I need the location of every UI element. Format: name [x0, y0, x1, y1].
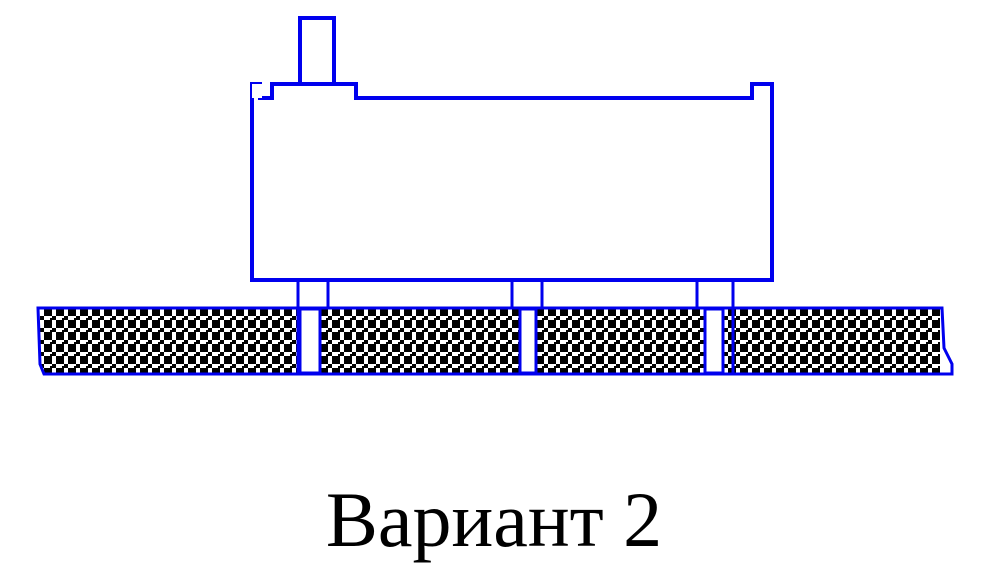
component-leads	[296, 280, 735, 374]
body-outline	[250, 82, 774, 282]
circuit-board	[36, 306, 954, 376]
shaft-knob	[298, 16, 336, 86]
board-hole-1	[298, 307, 322, 375]
board-fill	[40, 308, 940, 374]
board-hole-2	[518, 307, 538, 375]
board-outline	[36, 306, 954, 376]
board-hole-3	[703, 307, 725, 375]
component-body	[250, 16, 774, 282]
variant-caption: Вариант 2	[325, 476, 663, 563]
body-top-notch	[252, 84, 262, 98]
